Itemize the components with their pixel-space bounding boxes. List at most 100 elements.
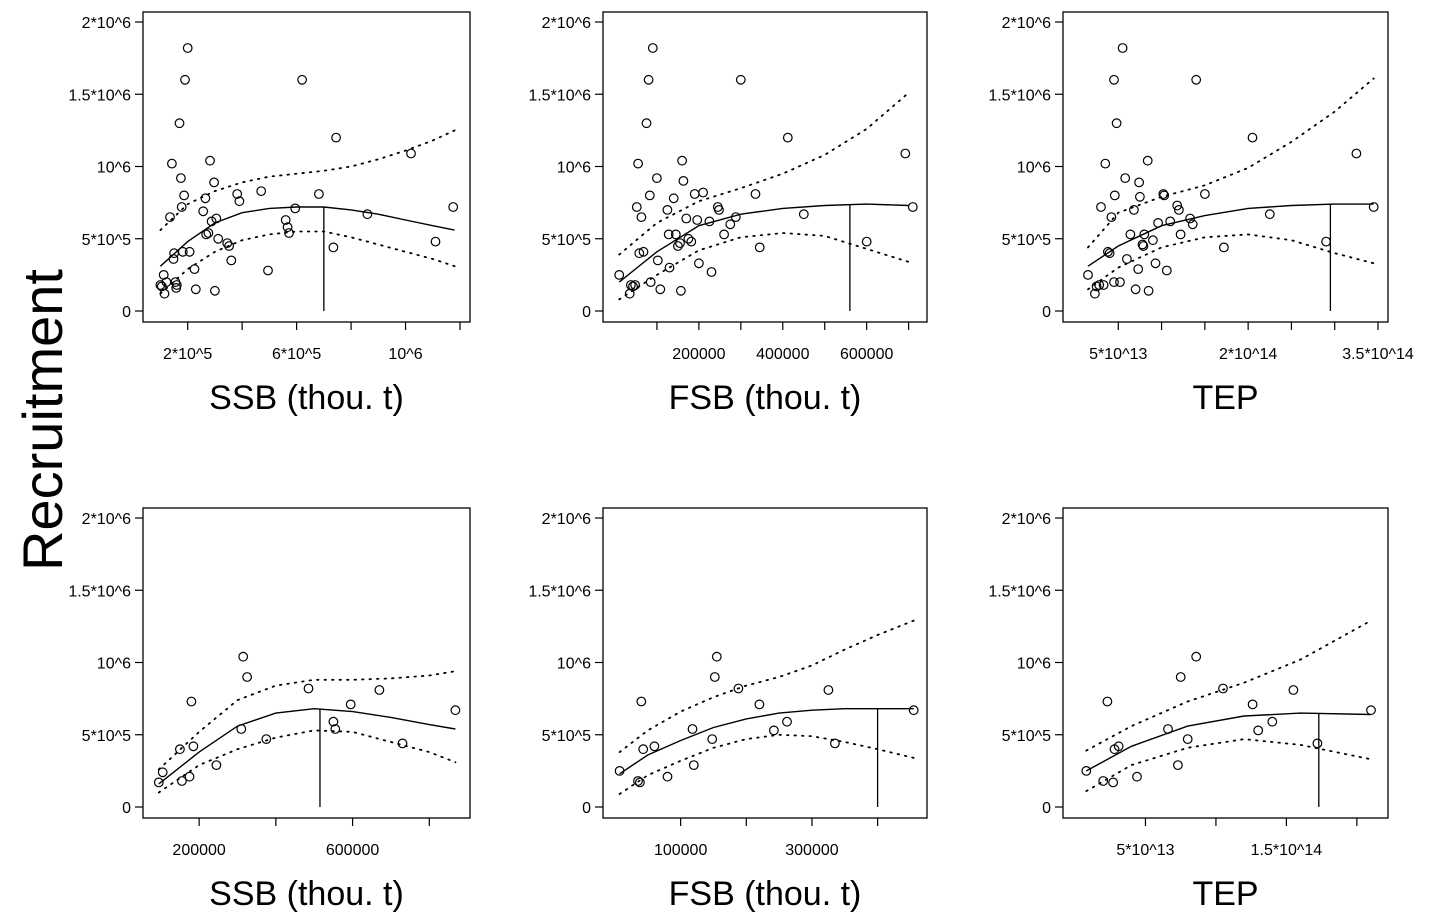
- y-tick-label: 1.5*10^6: [528, 583, 591, 600]
- data-point: [638, 246, 649, 257]
- data-point: [633, 776, 643, 786]
- data-point: [1089, 288, 1100, 299]
- data-point: [735, 74, 746, 85]
- data-point: [1091, 281, 1102, 292]
- data-point: [450, 705, 461, 716]
- data-point: [1158, 189, 1169, 199]
- confidence-band: [159, 129, 456, 231]
- data-point: [205, 155, 215, 166]
- panel-5: 0 5*10^5 10^6 1.5*10^6 2*10^6 100000 300000 FSB…: [528, 507, 928, 913]
- data-point: [330, 724, 341, 734]
- data-point: [664, 262, 675, 273]
- data-point: [830, 738, 840, 749]
- data-point: [232, 189, 243, 199]
- data-point: [1182, 734, 1193, 744]
- data-point: [1132, 771, 1142, 782]
- data-point: [1253, 725, 1264, 736]
- data-point: [206, 216, 217, 227]
- data-point: [1130, 284, 1141, 295]
- data-point: [1288, 685, 1299, 695]
- data-point: [174, 118, 185, 129]
- data-point: [1109, 277, 1119, 288]
- data-point: [628, 281, 638, 292]
- data-point: [641, 118, 652, 129]
- data-point: [1117, 43, 1128, 53]
- x-tick-label: 100000: [654, 842, 707, 859]
- data-point: [1366, 705, 1376, 716]
- data-point: [1096, 202, 1106, 212]
- x-tick-label: 300000: [785, 842, 838, 859]
- data-point: [1081, 766, 1092, 776]
- data-point: [647, 43, 658, 53]
- data-point: [900, 148, 911, 159]
- data-point: [1199, 189, 1210, 199]
- data-point: [397, 738, 408, 749]
- y-tick-label: 5*10^5: [1002, 232, 1051, 249]
- data-point: [236, 724, 247, 734]
- data-point: [1247, 132, 1258, 143]
- plot-frame: [1062, 11, 1389, 323]
- data-point: [823, 685, 834, 695]
- data-point: [730, 212, 741, 223]
- y-tick-label: 2*10^6: [82, 511, 131, 528]
- data-point: [683, 233, 694, 244]
- data-point: [769, 725, 779, 736]
- data-point: [1267, 716, 1278, 727]
- confidence-band: [618, 619, 915, 753]
- data-point: [297, 74, 308, 85]
- data-point: [177, 246, 188, 257]
- confidence-band: [1087, 233, 1375, 291]
- data-point: [644, 190, 655, 201]
- data-point: [1159, 190, 1170, 201]
- data-point: [638, 744, 649, 755]
- data-point: [1312, 738, 1323, 749]
- fitted-curve: [1087, 203, 1374, 267]
- data-point: [645, 277, 656, 288]
- data-point: [633, 158, 643, 169]
- x-tick-label: 2*10^5: [163, 346, 212, 363]
- y-tick-label: 10^6: [97, 656, 131, 673]
- confidence-band: [1087, 77, 1375, 249]
- data-point: [676, 285, 686, 296]
- confidence-band: [618, 91, 910, 256]
- data-point: [224, 241, 235, 251]
- data-point: [198, 206, 209, 217]
- data-point: [1368, 202, 1379, 212]
- data-point: [184, 771, 195, 782]
- data-point: [681, 213, 692, 224]
- data-point: [157, 767, 168, 778]
- y-tick-label: 2*10^6: [82, 15, 131, 32]
- data-point: [179, 190, 190, 201]
- data-point: [331, 132, 342, 143]
- data-point: [675, 238, 685, 249]
- y-tick-label: 5*10^5: [1002, 728, 1051, 745]
- data-point: [182, 43, 193, 53]
- y-tick-label: 0: [582, 800, 591, 817]
- data-point: [284, 228, 294, 238]
- data-point: [1187, 219, 1198, 230]
- confidence-band: [1085, 619, 1372, 752]
- x-axis-title: SSB (thou. t): [209, 379, 404, 417]
- data-point: [171, 280, 182, 290]
- data-point: [733, 683, 744, 694]
- data-point: [166, 158, 177, 169]
- data-point: [635, 777, 645, 788]
- data-point: [242, 672, 253, 682]
- fitted-curve: [158, 707, 456, 785]
- data-point: [1185, 213, 1195, 224]
- y-tick-label: 1.5*10^6: [988, 87, 1051, 104]
- data-point: [907, 202, 918, 212]
- data-point: [1142, 155, 1153, 166]
- data-point: [1153, 217, 1163, 228]
- data-point: [328, 242, 339, 253]
- data-point: [1109, 74, 1119, 85]
- y-tick-label: 0: [1042, 800, 1051, 817]
- data-point: [176, 776, 187, 786]
- data-point: [614, 766, 625, 776]
- data-point: [345, 699, 356, 710]
- data-point: [714, 204, 724, 215]
- data-point: [687, 724, 698, 734]
- data-point: [1321, 236, 1331, 247]
- y-tick-label: 0: [122, 800, 131, 817]
- data-point: [1106, 212, 1117, 223]
